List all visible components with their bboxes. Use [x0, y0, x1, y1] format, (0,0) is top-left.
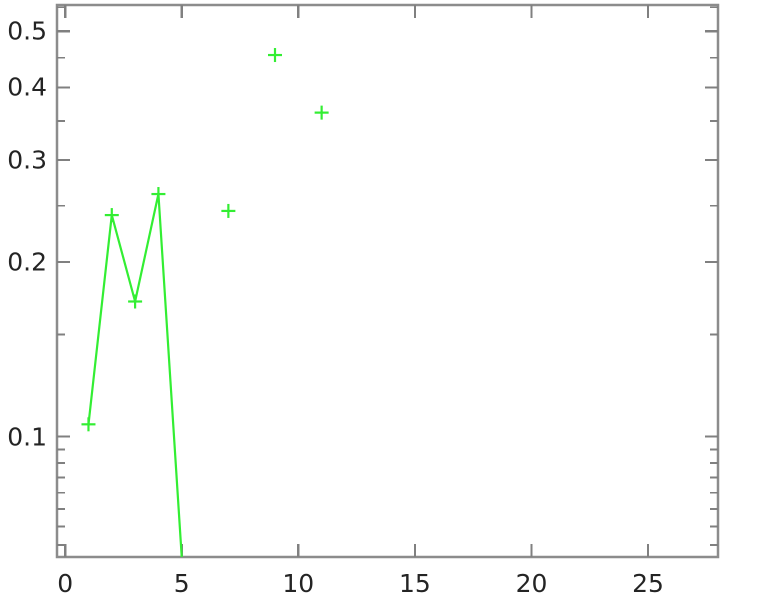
y-axis-tick-label: 0.4 [7, 72, 47, 102]
data-point-marker [151, 187, 166, 202]
y-axis-tick-label: 0.2 [7, 247, 47, 277]
x-axis-tick-label: 5 [173, 569, 190, 598]
y-axis-tick-label: 0.3 [7, 145, 47, 175]
x-axis-tick-label: 25 [632, 569, 664, 598]
data-point-marker [268, 48, 283, 63]
data-point-marker [104, 208, 119, 223]
data-point-marker [128, 294, 143, 309]
data-point-marker [221, 203, 236, 218]
data-point-marker [314, 105, 329, 120]
axis-ticks [57, 5, 718, 557]
y-axis-tick-label: 0.5 [7, 16, 47, 46]
x-axis-tick-label: 20 [515, 569, 548, 598]
data-point-marker [81, 417, 96, 432]
x-axis-tick-label: 10 [282, 569, 315, 598]
y-axis-tick-label: 0.1 [7, 422, 47, 452]
plot-frame [55, 3, 720, 559]
x-axis-tick-label: 0 [57, 569, 74, 598]
x-axis-tick-label: 15 [398, 569, 431, 598]
data-series [81, 48, 329, 558]
